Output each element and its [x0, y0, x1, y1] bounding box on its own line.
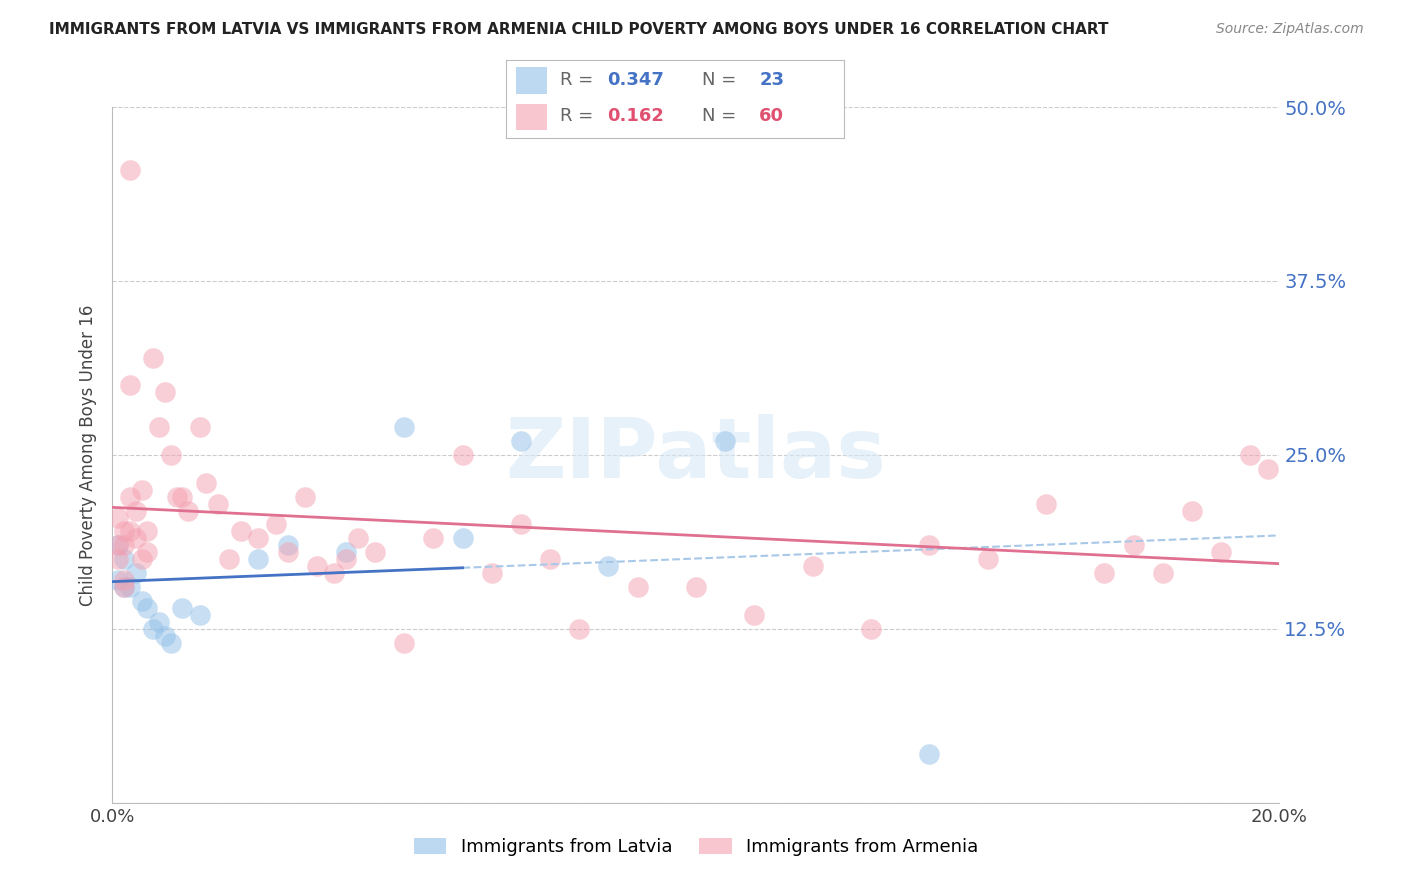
Point	[323, 566, 346, 581]
Point	[509, 517, 531, 532]
Point	[131, 552, 153, 566]
Point	[136, 524, 159, 539]
Point	[118, 524, 141, 539]
Point	[229, 524, 252, 539]
Point	[335, 545, 357, 559]
FancyBboxPatch shape	[516, 67, 547, 94]
Point	[918, 538, 941, 552]
Point	[125, 503, 148, 517]
Text: 23: 23	[759, 71, 785, 89]
Point	[509, 434, 531, 448]
Point	[131, 594, 153, 608]
Point	[112, 580, 135, 594]
Point	[148, 420, 170, 434]
Point	[131, 483, 153, 497]
Point	[276, 545, 298, 559]
Point	[451, 448, 474, 462]
Point	[598, 559, 620, 574]
Legend: Immigrants from Latvia, Immigrants from Armenia: Immigrants from Latvia, Immigrants from …	[406, 830, 986, 863]
Text: 0.162: 0.162	[607, 107, 664, 125]
Point	[112, 538, 135, 552]
Point	[118, 490, 141, 504]
Text: N =: N =	[702, 71, 737, 89]
Text: ZIPatlas: ZIPatlas	[506, 415, 886, 495]
Point	[153, 629, 176, 643]
Point	[107, 573, 129, 587]
Point	[1209, 545, 1232, 559]
Point	[264, 517, 287, 532]
Point	[107, 538, 129, 552]
Point	[1035, 497, 1057, 511]
Point	[107, 510, 129, 524]
Text: N =: N =	[702, 107, 737, 125]
Point	[136, 545, 159, 559]
Text: IMMIGRANTS FROM LATVIA VS IMMIGRANTS FROM ARMENIA CHILD POVERTY AMONG BOYS UNDER: IMMIGRANTS FROM LATVIA VS IMMIGRANTS FRO…	[49, 22, 1109, 37]
Text: 0.347: 0.347	[607, 71, 664, 89]
Point	[568, 622, 591, 636]
Point	[112, 552, 135, 566]
Point	[1257, 462, 1279, 476]
Point	[153, 385, 176, 400]
Point	[481, 566, 503, 581]
Point	[166, 490, 188, 504]
Point	[107, 538, 129, 552]
Point	[160, 636, 183, 650]
Point	[172, 601, 194, 615]
Point	[685, 580, 707, 594]
Point	[118, 580, 141, 594]
Point	[112, 524, 135, 539]
Point	[107, 552, 129, 566]
Point	[538, 552, 561, 566]
Point	[160, 448, 183, 462]
Point	[394, 420, 416, 434]
Text: R =: R =	[560, 107, 593, 125]
Point	[125, 566, 148, 581]
Point	[136, 601, 159, 615]
Point	[207, 497, 229, 511]
Point	[742, 607, 765, 622]
Point	[118, 162, 141, 177]
Text: 60: 60	[759, 107, 785, 125]
Point	[1122, 538, 1144, 552]
Point	[247, 552, 270, 566]
Point	[1181, 503, 1204, 517]
FancyBboxPatch shape	[516, 103, 547, 130]
Point	[188, 607, 211, 622]
Point	[1152, 566, 1174, 581]
Point	[1094, 566, 1116, 581]
Point	[335, 552, 357, 566]
Point	[714, 434, 737, 448]
Point	[422, 532, 444, 546]
Point	[118, 378, 141, 392]
Point	[860, 622, 883, 636]
Point	[177, 503, 200, 517]
Point	[112, 573, 135, 587]
Point	[194, 475, 217, 490]
Point	[394, 636, 416, 650]
Point	[305, 559, 328, 574]
Point	[142, 351, 165, 365]
Point	[112, 580, 135, 594]
Point	[627, 580, 650, 594]
Text: Source: ZipAtlas.com: Source: ZipAtlas.com	[1216, 22, 1364, 37]
Point	[247, 532, 270, 546]
Point	[451, 532, 474, 546]
Point	[142, 622, 165, 636]
Y-axis label: Child Poverty Among Boys Under 16: Child Poverty Among Boys Under 16	[79, 304, 97, 606]
Point	[918, 747, 941, 761]
Point	[364, 545, 387, 559]
Point	[294, 490, 316, 504]
Text: R =: R =	[560, 71, 593, 89]
Point	[148, 615, 170, 629]
Point	[276, 538, 298, 552]
Point	[172, 490, 194, 504]
Point	[1239, 448, 1261, 462]
Point	[125, 532, 148, 546]
Point	[188, 420, 211, 434]
Point	[346, 532, 368, 546]
Point	[218, 552, 240, 566]
Point	[976, 552, 998, 566]
Point	[801, 559, 824, 574]
